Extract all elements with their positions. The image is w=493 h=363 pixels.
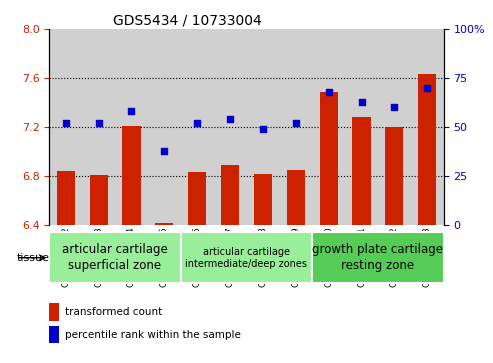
Text: tissue: tissue	[16, 253, 49, 263]
Bar	[287, 170, 305, 225]
Bar	[115, 29, 148, 225]
Bar	[254, 174, 272, 225]
Point	[128, 109, 136, 114]
Bar	[49, 303, 59, 321]
Bar	[82, 29, 115, 225]
Bar	[352, 117, 371, 225]
Bar	[312, 29, 345, 225]
Text: articular cartilage
intermediate/deep zones: articular cartilage intermediate/deep zo…	[185, 246, 308, 269]
Bar	[148, 29, 181, 225]
Bar	[378, 29, 411, 225]
Bar	[386, 127, 403, 225]
Point	[160, 148, 168, 154]
Bar	[122, 126, 141, 225]
Point	[423, 85, 431, 91]
Bar	[319, 91, 338, 225]
Point	[226, 116, 234, 122]
Bar	[345, 29, 378, 225]
Bar	[411, 29, 444, 225]
Bar	[49, 232, 181, 283]
Point	[357, 99, 365, 105]
Bar	[181, 232, 312, 283]
Text: articular cartilage
superficial zone: articular cartilage superficial zone	[62, 243, 168, 272]
Text: percentile rank within the sample: percentile rank within the sample	[65, 330, 241, 340]
Bar	[246, 29, 280, 225]
Point	[259, 126, 267, 132]
Bar	[312, 232, 444, 283]
Bar	[90, 175, 107, 225]
Title: GDS5434 / 10733004: GDS5434 / 10733004	[113, 14, 262, 28]
Bar	[49, 326, 59, 343]
Point	[62, 120, 70, 126]
Point	[292, 120, 300, 126]
Bar	[155, 223, 174, 225]
Bar	[188, 172, 206, 225]
Text: growth plate cartilage
resting zone: growth plate cartilage resting zone	[313, 243, 444, 272]
Bar	[213, 29, 246, 225]
Bar	[418, 74, 436, 225]
Point	[390, 105, 398, 110]
Bar	[181, 29, 213, 225]
Point	[95, 120, 103, 126]
Point	[325, 89, 333, 95]
Bar	[221, 165, 239, 225]
Bar	[57, 171, 75, 225]
Point	[193, 120, 201, 126]
Text: transformed count: transformed count	[65, 307, 162, 317]
Bar	[49, 29, 82, 225]
Bar	[280, 29, 312, 225]
